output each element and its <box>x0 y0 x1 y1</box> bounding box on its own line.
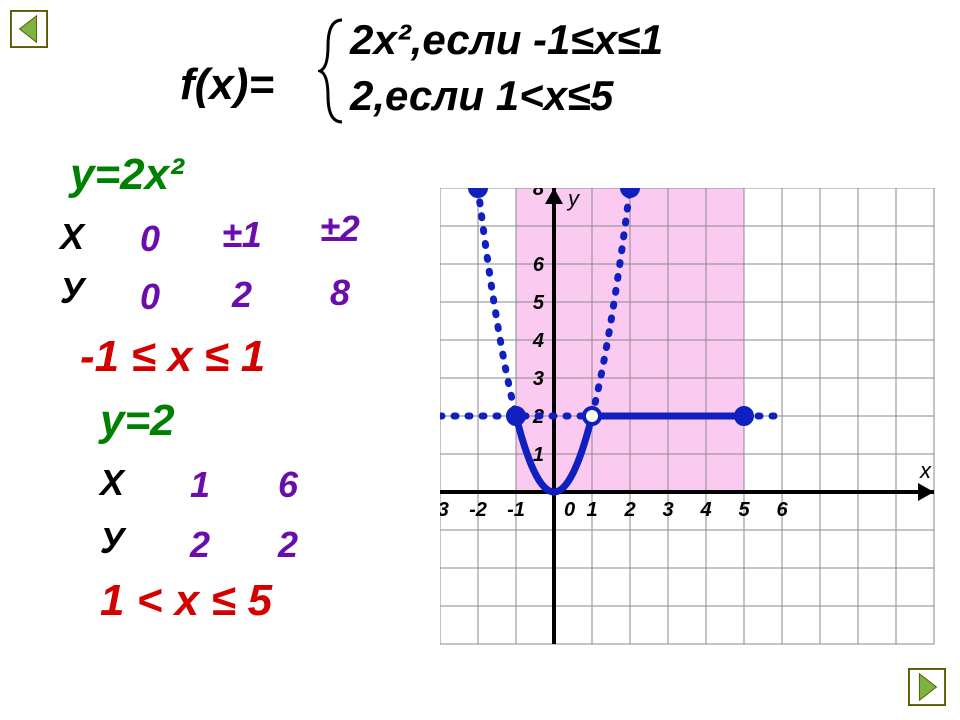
t1-x-2: ±2 <box>320 208 360 250</box>
graph: -3-2-112345601234568ух <box>440 188 940 648</box>
t1-y-label: У <box>60 270 84 312</box>
svg-text:у: у <box>566 188 581 211</box>
t2-x-0: 1 <box>190 464 210 506</box>
brace-icon <box>318 16 348 131</box>
svg-text:0: 0 <box>564 499 575 521</box>
svg-text:2: 2 <box>623 499 635 521</box>
t1-y-0: 0 <box>140 276 160 318</box>
svg-text:1: 1 <box>533 444 544 466</box>
t2-x-1: 6 <box>278 464 298 506</box>
svg-text:5: 5 <box>738 499 750 521</box>
svg-text:6: 6 <box>533 254 545 276</box>
svg-text:-2: -2 <box>469 499 487 521</box>
eq-2: у=2 <box>100 396 175 446</box>
svg-text:3: 3 <box>533 368 544 390</box>
svg-text:3: 3 <box>662 499 673 521</box>
svg-text:4: 4 <box>699 499 711 521</box>
t2-y-1: 2 <box>278 524 298 566</box>
fx-eq: = <box>248 60 274 109</box>
fx-f: f <box>180 60 195 109</box>
cond-2: 1 < x ≤ 5 <box>100 576 272 626</box>
case-2: 2,если 1<х≤5 <box>350 72 613 120</box>
eq-1: у=2х² <box>70 150 184 200</box>
t1-x-1: ±1 <box>222 214 262 256</box>
t1-x-0: 0 <box>140 218 160 260</box>
t2-y-0: 2 <box>190 524 210 566</box>
formula-fx: f(х)= <box>180 60 274 110</box>
nav-prev-button[interactable] <box>6 6 52 52</box>
case-1: 2х²,если -1≤х≤1 <box>350 16 663 64</box>
cond-1: -1 ≤ x ≤ 1 <box>80 332 265 382</box>
svg-text:-1: -1 <box>507 499 525 521</box>
nav-next-button[interactable] <box>904 664 950 710</box>
svg-text:8: 8 <box>533 188 545 200</box>
t2-y-label: У <box>100 520 124 562</box>
t1-y-2: 8 <box>330 272 350 314</box>
t1-x-label: Х <box>60 216 84 258</box>
svg-text:6: 6 <box>776 499 788 521</box>
svg-text:х: х <box>919 458 932 483</box>
t1-y-1: 2 <box>232 274 252 316</box>
svg-text:1: 1 <box>586 499 597 521</box>
svg-text:-3: -3 <box>440 499 449 521</box>
fx-x: (х) <box>195 60 249 109</box>
svg-text:5: 5 <box>533 292 545 314</box>
t2-x-label: Х <box>100 462 124 504</box>
svg-text:4: 4 <box>532 330 544 352</box>
